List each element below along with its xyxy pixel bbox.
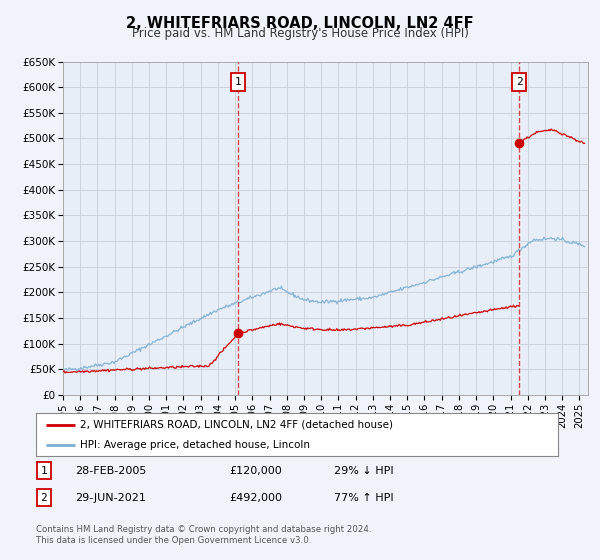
Text: This data is licensed under the Open Government Licence v3.0.: This data is licensed under the Open Gov… [36, 536, 311, 545]
Text: 2, WHITEFRIARS ROAD, LINCOLN, LN2 4FF (detached house): 2, WHITEFRIARS ROAD, LINCOLN, LN2 4FF (d… [80, 420, 394, 430]
Text: Contains HM Land Registry data © Crown copyright and database right 2024.: Contains HM Land Registry data © Crown c… [36, 525, 371, 534]
Text: Price paid vs. HM Land Registry's House Price Index (HPI): Price paid vs. HM Land Registry's House … [131, 27, 469, 40]
Text: 29% ↓ HPI: 29% ↓ HPI [334, 466, 393, 476]
Text: 2, WHITEFRIARS ROAD, LINCOLN, LN2 4FF: 2, WHITEFRIARS ROAD, LINCOLN, LN2 4FF [126, 16, 474, 31]
Text: 28-FEB-2005: 28-FEB-2005 [75, 466, 146, 476]
Text: HPI: Average price, detached house, Lincoln: HPI: Average price, detached house, Linc… [80, 441, 310, 450]
Text: 77% ↑ HPI: 77% ↑ HPI [334, 493, 393, 503]
Text: 1: 1 [40, 466, 47, 476]
Text: 2: 2 [516, 77, 523, 87]
Text: 2: 2 [40, 493, 47, 503]
Text: 1: 1 [235, 77, 241, 87]
Text: £492,000: £492,000 [229, 493, 282, 503]
Text: £120,000: £120,000 [229, 466, 282, 476]
Text: 29-JUN-2021: 29-JUN-2021 [75, 493, 146, 503]
